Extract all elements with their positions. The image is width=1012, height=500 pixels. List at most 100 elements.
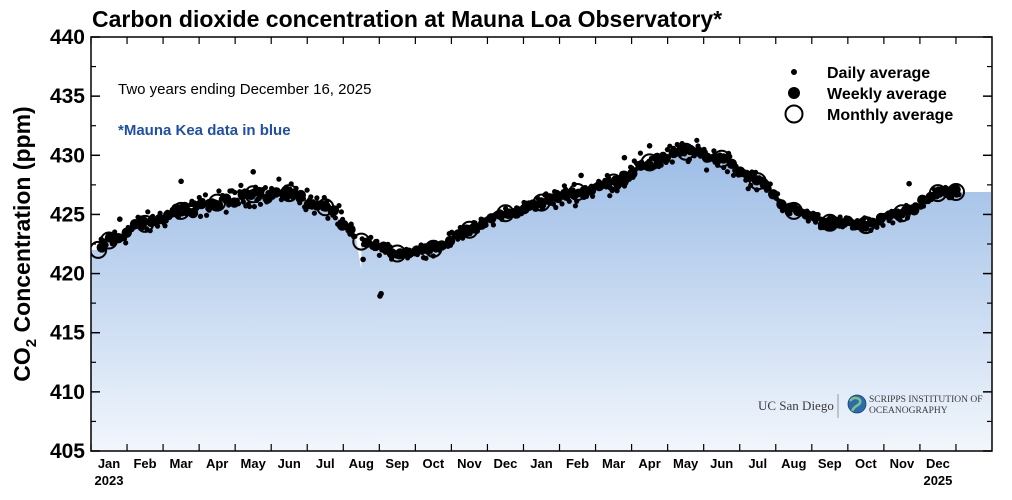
monthly-point: [244, 185, 263, 204]
weekly-point: [378, 241, 389, 252]
weekly-point: [917, 194, 928, 205]
daily-point: [332, 215, 338, 221]
daily-point: [179, 211, 185, 217]
weekly-point: [146, 216, 157, 228]
mauna-kea-note: *Mauna Kea data in blue: [118, 122, 291, 139]
monthly-point: [784, 201, 803, 220]
daily-point: [906, 180, 912, 187]
daily-point: [223, 209, 229, 215]
monthly-point: [316, 198, 335, 217]
daily-point: [578, 172, 584, 179]
daily-point: [360, 256, 366, 263]
weekly-point: [693, 146, 704, 157]
daily-point: [377, 293, 383, 299]
y-tick-label: 435: [50, 85, 85, 108]
weekly-point: [884, 210, 895, 221]
daily-point: [216, 188, 222, 194]
x-tick-label: Jul: [748, 456, 767, 471]
monthly-point: [928, 184, 947, 203]
weekly-point: [826, 214, 837, 226]
x-tick-label: Feb: [133, 456, 156, 471]
daily-point: [257, 201, 264, 207]
daily-point: [240, 199, 246, 205]
daily-point: [658, 162, 664, 168]
daily-point: [123, 240, 129, 246]
legend-daily-label: Daily average: [827, 65, 930, 82]
x-tick-label: Jul: [316, 456, 335, 471]
y-axis-label: CO2 Concentration (ppm): [9, 106, 40, 381]
weekly-point: [594, 180, 605, 192]
x-tick-label: Feb: [566, 456, 589, 471]
x-tick-label: Jan: [98, 456, 120, 471]
monthly-point: [892, 204, 911, 223]
daily-point: [572, 203, 579, 209]
y-tick-label: 430: [50, 144, 85, 167]
monthly-point: [604, 173, 623, 192]
weekly-point: [104, 232, 116, 243]
weekly-point: [154, 213, 165, 225]
daily-point: [276, 176, 282, 182]
daily-point: [238, 182, 244, 188]
weekly-point: [486, 213, 497, 224]
daily-point: [490, 222, 496, 228]
y-axis: 405 410 415 420 425 430 435 440: [50, 26, 992, 463]
daily-point: [246, 203, 253, 210]
daily-point: [376, 252, 382, 258]
weekly-point: [933, 187, 945, 198]
x-tick-label: Jun: [710, 456, 733, 471]
daily-point: [250, 169, 256, 175]
daily-point: [704, 167, 710, 173]
area-fill: [91, 151, 992, 451]
monthly-point: [91, 240, 108, 259]
weekly-point: [502, 208, 514, 219]
weekly-point: [701, 152, 713, 163]
x-tick-label: Mar: [170, 456, 193, 471]
x-tick-label: May: [241, 456, 267, 471]
weekly-point: [245, 189, 257, 200]
x-tick-label: May: [673, 456, 699, 471]
weekly-point: [411, 245, 422, 256]
weekly-point: [751, 175, 762, 186]
weekly-point: [552, 192, 563, 203]
weekly-point: [718, 153, 729, 164]
weekly-point: [585, 185, 597, 196]
weekly-point: [801, 209, 812, 220]
daily-point: [423, 255, 429, 261]
ucsd-logo: UC San Diego: [758, 398, 834, 413]
period-note: Two years ending December 16, 2025: [118, 81, 371, 98]
weekly-point: [668, 147, 679, 159]
monthly-point: [280, 184, 299, 203]
weekly-point: [950, 184, 961, 195]
scripps-globe-icon: [847, 394, 867, 414]
y-tick-label: 425: [50, 203, 85, 226]
daily-point: [204, 212, 210, 218]
monthly-point: [388, 244, 407, 263]
y-tick-label: 415: [50, 322, 85, 345]
scripps-logo-line1: SCRIPPS INSTITUTION OF: [869, 395, 983, 405]
x-tick-label: Sep: [818, 456, 842, 471]
daily-point: [724, 169, 731, 175]
daily-point: [694, 137, 700, 143]
weekly-point: [187, 207, 199, 219]
legend-weekly-marker: [788, 87, 800, 99]
y-tick-label: 440: [50, 26, 85, 49]
daily-point: [162, 223, 168, 229]
legend-monthly-label: Monthly average: [827, 107, 953, 124]
x-tick-label: Oct: [423, 456, 445, 471]
legend-weekly-label: Weekly average: [827, 86, 947, 103]
monthly-point: [856, 216, 875, 235]
daily-point: [837, 214, 843, 220]
weekly-point: [212, 200, 224, 211]
y-tick-label: 405: [50, 440, 85, 463]
weekly-point: [610, 175, 621, 187]
monthly-point: [460, 220, 479, 239]
logos: UC San Diego SCRIPPS INSTITUTION OF OCEA…: [758, 394, 983, 418]
monthly-point: [820, 213, 839, 232]
weekly-point: [337, 220, 348, 231]
monthly-point: [640, 153, 659, 172]
weekly-point: [875, 212, 887, 224]
weekly-point: [842, 215, 853, 226]
weekly-point: [270, 187, 282, 198]
daily-point: [338, 209, 344, 215]
